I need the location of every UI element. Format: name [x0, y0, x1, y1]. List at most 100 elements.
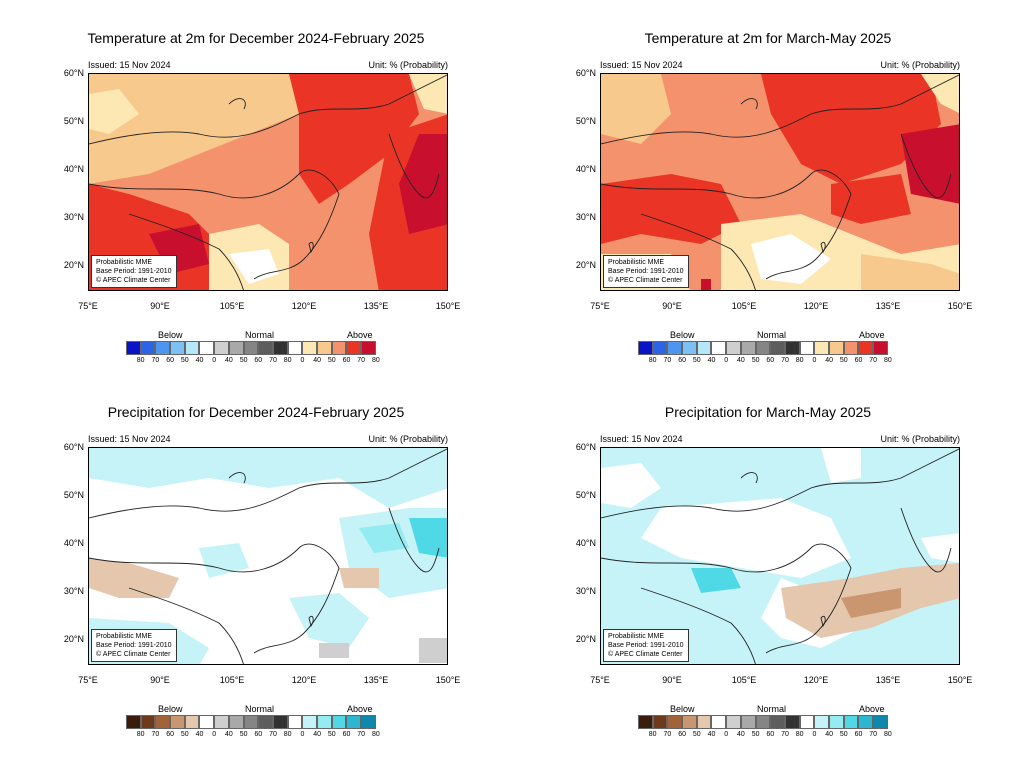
legend-swatch [243, 341, 259, 355]
legend-tick: 40 [313, 357, 321, 364]
legend-tick: 0 [724, 357, 729, 364]
info-line: © APEC Climate Center [608, 277, 683, 284]
lat-label: 20°N [63, 634, 84, 644]
legend-swatch [843, 715, 859, 729]
legend-swatch [873, 715, 888, 729]
forecast-map: Probabilistic MME Base Period: 1991-2010… [600, 447, 960, 665]
legend-tick: 50 [180, 731, 189, 738]
unit-label: Unit: % (Probability) [880, 60, 960, 70]
legend-swatch [214, 341, 229, 355]
legend-swatch [682, 715, 697, 729]
legend-tick: 80 [883, 731, 892, 738]
legend-ticks: 80 70 60 50 40 0 40 50 60 70 80 0 40 50 60 70 80 [638, 357, 938, 367]
legend-tick: 50 [692, 357, 701, 364]
panel-temp-mam: Temperature at 2m for March-May 2025 Iss… [512, 0, 1024, 384]
panel-temp-djf: Temperature at 2m for December 2024-Febr… [0, 0, 512, 384]
legend-tick: 80 [795, 357, 804, 364]
lon-label: 150°E [947, 301, 973, 311]
legend-tick: 80 [283, 357, 292, 364]
info-line: © APEC Climate Center [96, 651, 171, 658]
legend-swatch [346, 341, 361, 355]
lat-label: 30°N [575, 586, 596, 596]
forecast-map: Probabilistic MME Base Period: 1991-2010… [88, 447, 448, 665]
legend-tick: 70 [357, 357, 366, 364]
lat-label: 40°N [575, 164, 596, 174]
legend-tick: 0 [812, 357, 817, 364]
panel-precip-djf: Precipitation for December 2024-February… [0, 374, 512, 758]
panel-title: Precipitation for March-May 2025 [664, 404, 872, 420]
legend-swatch [770, 341, 785, 355]
legend-normal: Normal [245, 704, 275, 714]
legend-swatch [243, 715, 259, 729]
legend-tick: 80 [371, 357, 380, 364]
legend-tick: 50 [180, 357, 189, 364]
legend-tick: 70 [869, 731, 878, 738]
legend-swatch [638, 715, 653, 729]
legend-swatch [361, 341, 376, 355]
legend-tick: 60 [766, 731, 775, 738]
lon-label: 135°E [363, 301, 389, 311]
legend-swatch [755, 341, 771, 355]
legend-below: Below [670, 330, 695, 340]
legend-tick: 0 [212, 357, 217, 364]
lon-label: 105°E [731, 301, 757, 311]
legend-swatches [638, 341, 888, 355]
lat-label: 40°N [575, 538, 596, 548]
lat-label: 20°N [575, 634, 596, 644]
legend-headers: Below Normal Above [637, 704, 937, 716]
legend-normal: Normal [245, 330, 275, 340]
legend-swatch [170, 341, 185, 355]
legend-swatch [287, 341, 303, 355]
legend-tick: 60 [766, 357, 775, 364]
legend-ticks: 80 70 60 50 40 0 40 50 60 70 80 0 40 50 60 70 80 [126, 357, 426, 367]
legend-swatch [799, 341, 815, 355]
legend-tick: 70 [151, 357, 160, 364]
lat-label: 30°N [575, 212, 596, 222]
legend-tick: 40 [736, 731, 745, 738]
legend-swatch [740, 715, 756, 729]
info-line: Base Period: 1991-2010 [96, 642, 172, 649]
info-box: Probabilistic MME Base Period: 1991-2010… [603, 255, 689, 288]
legend-swatch [696, 715, 712, 729]
legend-tick: 50 [692, 731, 701, 738]
legend-swatch [272, 715, 288, 729]
lon-label: 120°E [803, 301, 829, 311]
unit-label: Unit: % (Probability) [368, 434, 448, 444]
legend-swatch [302, 715, 317, 729]
legend-tick: 60 [342, 357, 351, 364]
legend-below: Below [670, 704, 695, 714]
legend-tick: 40 [707, 357, 716, 364]
legend-swatch [258, 715, 273, 729]
legend-ticks: 80 70 60 50 40 0 40 50 60 70 80 0 40 50 60 70 80 [126, 731, 426, 741]
legend-ticks: 80 70 60 50 40 0 40 50 60 70 80 0 40 50 60 70 80 [638, 731, 938, 741]
legend-swatch [228, 341, 244, 355]
legend-swatch [316, 341, 332, 355]
legend-swatch [155, 715, 171, 729]
issued-date: Issued: 15 Nov 2024 [88, 434, 171, 444]
legend-swatch [228, 715, 244, 729]
legend-above: Above [347, 704, 373, 714]
legend-normal: Normal [757, 704, 787, 714]
legend-swatch [814, 715, 829, 729]
legend-swatch [272, 341, 288, 355]
legend-tick: 0 [300, 731, 305, 738]
legend-swatch [287, 715, 303, 729]
lon-label: 75°E [78, 301, 98, 311]
legend-swatch [843, 341, 859, 355]
legend-swatch [199, 715, 215, 729]
lon-label: 120°E [803, 675, 829, 685]
legend-swatch [331, 341, 347, 355]
legend-swatch [873, 341, 888, 355]
lat-label: 30°N [63, 586, 84, 596]
info-line: Probabilistic MME [608, 633, 665, 640]
legend-tick: 80 [648, 357, 657, 364]
lon-label: 90°E [150, 301, 170, 311]
legend-swatch [126, 341, 141, 355]
legend-swatch [155, 341, 171, 355]
legend-headers: Below Normal Above [125, 704, 425, 716]
unit-label: Unit: % (Probability) [368, 60, 448, 70]
legend-headers: Below Normal Above [125, 330, 425, 342]
legend-tick: 70 [781, 357, 789, 364]
legend-tick: 40 [825, 357, 833, 364]
legend-tick: 50 [239, 357, 248, 364]
